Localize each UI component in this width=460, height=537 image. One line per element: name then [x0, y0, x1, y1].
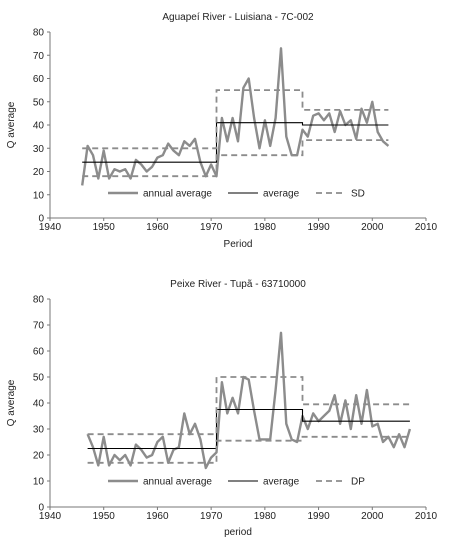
chart-title: Peixe River - Tupã - 63710000	[170, 279, 306, 290]
y-axis-label: Q average	[6, 379, 17, 426]
y-tick-label: 0	[38, 214, 44, 225]
y-tick-label: 10	[33, 477, 45, 488]
x-tick-label: 1940	[39, 222, 62, 233]
x-axis-label: Period	[224, 239, 253, 250]
series-line-average	[87, 408, 410, 450]
x-tick-label: 1970	[200, 511, 223, 522]
x-tick-label: 2000	[361, 222, 384, 233]
y-axis-label: Q average	[6, 101, 17, 148]
y-tick-label: 80	[33, 295, 45, 306]
series-line-annual-average	[86, 331, 412, 470]
y-tick-label: 30	[33, 425, 45, 436]
legend-label: average	[263, 189, 300, 200]
y-tick-label: 10	[33, 190, 45, 201]
legend-label: annual average	[143, 189, 212, 200]
y-tick-label: 20	[33, 167, 45, 178]
y-tick-label: 20	[33, 451, 45, 462]
chart-title: Aguapeí River - Luisiana - 7C-002	[162, 12, 314, 23]
chart-2: Peixe River - Tupã - 63710000 0 10 20 30 40 50…	[6, 279, 438, 537]
x-tick-label: 1990	[307, 222, 330, 233]
series-line-sd-lower	[82, 139, 389, 178]
x-tick-label: 1980	[254, 222, 277, 233]
y-tick-label: 30	[33, 144, 45, 155]
x-tick-label: 1950	[93, 511, 116, 522]
legend-label: SD	[351, 189, 365, 200]
y-tick-label: 70	[33, 51, 45, 62]
x-tick-label: 1990	[307, 511, 330, 522]
y-tick-label: 50	[33, 373, 45, 384]
legend-label: average	[263, 477, 300, 488]
x-tick-label: 1980	[254, 511, 277, 522]
chart-1: Aguapeí River - Luisiana - 7C-002 0 10 20 30…	[6, 12, 438, 250]
x-tick-label: 1960	[146, 511, 169, 522]
x-tick-label: 1940	[39, 511, 62, 522]
x-tick-label: 1950	[93, 222, 116, 233]
x-tick-label: 2000	[361, 511, 384, 522]
series-line-annual-average	[81, 47, 390, 186]
y-tick-label: 60	[33, 74, 45, 85]
legend-label: annual average	[143, 477, 212, 488]
series-line-average	[82, 122, 389, 163]
x-tick-label: 2010	[415, 511, 438, 522]
series-line-sd-lower	[87, 435, 410, 464]
y-tick-label: 60	[33, 347, 45, 358]
x-tick-label: 1970	[200, 222, 223, 233]
y-tick-label: 0	[38, 503, 44, 514]
y-tick-label: 50	[33, 97, 45, 108]
y-tick-label: 80	[33, 28, 45, 39]
y-tick-label: 40	[33, 121, 45, 132]
legend-label: DP	[351, 477, 365, 488]
x-axis-label: period	[224, 527, 252, 537]
series-line-sd	[82, 89, 389, 150]
x-tick-label: 2010	[415, 222, 438, 233]
y-tick-label: 40	[33, 399, 45, 410]
y-tick-label: 70	[33, 321, 45, 332]
x-tick-label: 1960	[146, 222, 169, 233]
